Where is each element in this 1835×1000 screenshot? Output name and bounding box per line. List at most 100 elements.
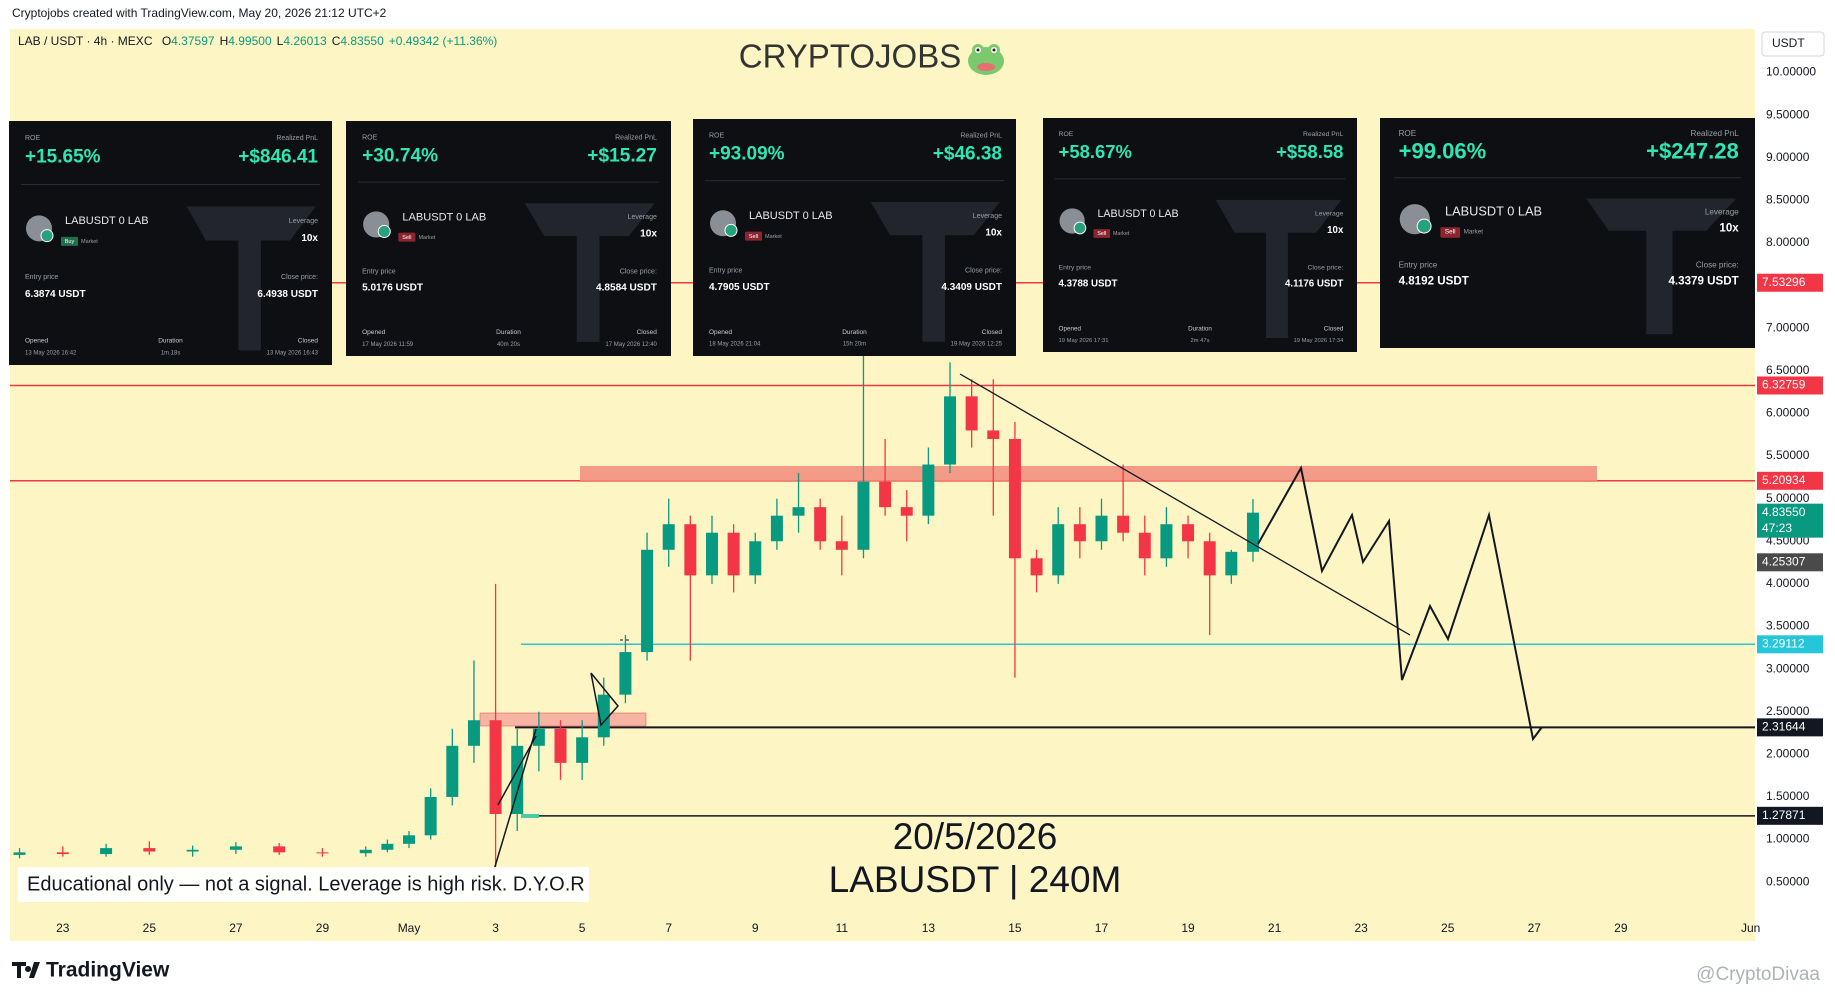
candles	[13, 285, 1259, 870]
x-tick-label: 13	[922, 921, 936, 935]
candle-body	[641, 549, 654, 653]
card-leverage: 10x	[985, 227, 1002, 238]
candle-body	[576, 737, 589, 763]
drawing	[590, 672, 619, 727]
x-tick-label: 17	[1095, 921, 1109, 935]
price-tag	[1757, 273, 1823, 292]
x-tick-label: 23	[1354, 921, 1368, 935]
card-entry: 4.8192 USDT	[1399, 274, 1469, 287]
card-logo	[1215, 199, 1342, 338]
currency-box[interactable]	[1761, 31, 1825, 57]
card-roe-label: ROE	[25, 135, 41, 142]
candle-body	[1225, 551, 1238, 576]
candle-body	[922, 464, 935, 516]
candle-body	[13, 852, 26, 855]
card-entry: 5.0176 USDT	[362, 283, 424, 294]
card-opened: 19 May 2026 17:31	[1059, 338, 1109, 344]
card-pair: LABUSDT 0 LAB	[749, 210, 833, 222]
price-tag	[1757, 806, 1823, 825]
card-pair: LABUSDT 0 LAB	[65, 215, 149, 227]
card-close: 4.1176 USDT	[1285, 279, 1343, 290]
annotations	[493, 373, 1543, 871]
trade-card: ROE Realized PnL +93.09% +$46.38 LABUSDT 0 L…	[693, 119, 1016, 356]
card-leverage-label: Leverage	[973, 213, 1002, 220]
change: +0.49342 (+11.36%)	[389, 34, 498, 48]
price-tag-label: 1.27871	[1762, 808, 1806, 822]
card-closed-label: Closed	[982, 329, 1003, 336]
token-icon	[40, 229, 54, 243]
x-tick-label: 27	[229, 921, 243, 935]
card-closed: 19 May 2026 12:25	[951, 342, 1003, 348]
candle-body	[1052, 524, 1065, 576]
candle-body	[446, 745, 459, 797]
card-entry-label: Entry price	[362, 268, 396, 275]
x-tick-label: 11	[836, 921, 849, 935]
card-close: 6.4938 USDT	[257, 289, 318, 300]
price-tag-label: 2.31644	[1762, 720, 1806, 734]
card-logo	[524, 203, 655, 342]
candle-body	[359, 849, 372, 854]
price-tag	[1757, 718, 1823, 737]
card-duration-label: Duration	[496, 329, 521, 336]
candle-body	[186, 849, 199, 852]
candle-body	[662, 524, 675, 550]
card-close-label: Close price:	[620, 268, 657, 275]
ohlc-value: 4.99500	[228, 34, 272, 48]
candle-body	[1095, 515, 1108, 542]
candle-body	[619, 652, 632, 695]
x-tick-label: Jun	[1741, 921, 1760, 935]
y-tick-label: 6.50000	[1766, 363, 1810, 377]
card-entry-label: Entry price	[25, 274, 59, 281]
price-tag-label: 4.25307	[1762, 554, 1806, 568]
candle-body	[511, 745, 524, 815]
card-closed: 13 May 2026 16:43	[267, 350, 319, 356]
candle-body	[944, 396, 957, 465]
candle-body	[467, 720, 480, 746]
candle-body	[705, 532, 718, 576]
card-side: Sell	[402, 235, 411, 241]
card-order-type: Market	[418, 235, 435, 241]
card-leverage: 10x	[1719, 221, 1739, 234]
card-entry: 6.3874 USDT	[25, 289, 86, 300]
card-duration: 1m 18s	[161, 350, 181, 356]
candle-body	[900, 507, 913, 516]
card-closed-label: Closed	[1324, 325, 1344, 332]
card-pnl: +$15.27	[587, 145, 657, 166]
card-close-label: Close price:	[1307, 265, 1343, 272]
y-tick-label: 1.50000	[1766, 789, 1810, 803]
y-tick-label: 3.00000	[1766, 661, 1810, 675]
card-roe: +58.67%	[1059, 141, 1132, 162]
card-pnl-label: Realized PnL	[960, 132, 1002, 139]
token-icon	[1073, 221, 1087, 235]
y-tick-label: 5.00000	[1766, 491, 1810, 505]
x-tick-label: 23	[56, 921, 70, 935]
brand-logo[interactable]: TradingView	[12, 959, 170, 982]
candle-body	[814, 507, 827, 542]
side-badge	[1440, 227, 1461, 238]
x-tick-label: 25	[1441, 921, 1455, 935]
card-opened-label: Opened	[362, 329, 386, 336]
ohlc-key: O	[162, 34, 171, 48]
candle-body	[1117, 515, 1130, 533]
x-tick-label: 21	[1268, 921, 1282, 935]
side-badge	[398, 232, 416, 242]
card-leverage: 10x	[640, 228, 657, 239]
candle-body	[273, 846, 286, 853]
symbol: LAB / USDT · 4h · MEXC	[18, 34, 153, 48]
support-zone	[479, 712, 647, 727]
y-tick-label: 8.00000	[1766, 235, 1810, 249]
candle-body	[987, 430, 1000, 439]
watermark: @CryptoDivaa	[1696, 964, 1820, 985]
ohlc-value: 4.37597	[171, 34, 215, 48]
drawing	[493, 728, 537, 871]
x-tick-label: 19	[1181, 921, 1195, 935]
candle-body	[532, 728, 545, 746]
card-close: 4.3409 USDT	[941, 282, 1002, 293]
y-tick-label: 7.00000	[1766, 320, 1810, 334]
card-order-type: Market	[81, 239, 98, 245]
candle-body	[1160, 524, 1173, 559]
symbol-legend: LAB / USDT · 4h · MEXC O4.37597 H4.99500 L…	[18, 34, 497, 48]
card-duration: 15h 20m	[843, 342, 866, 348]
currency: USDT	[1772, 36, 1805, 50]
